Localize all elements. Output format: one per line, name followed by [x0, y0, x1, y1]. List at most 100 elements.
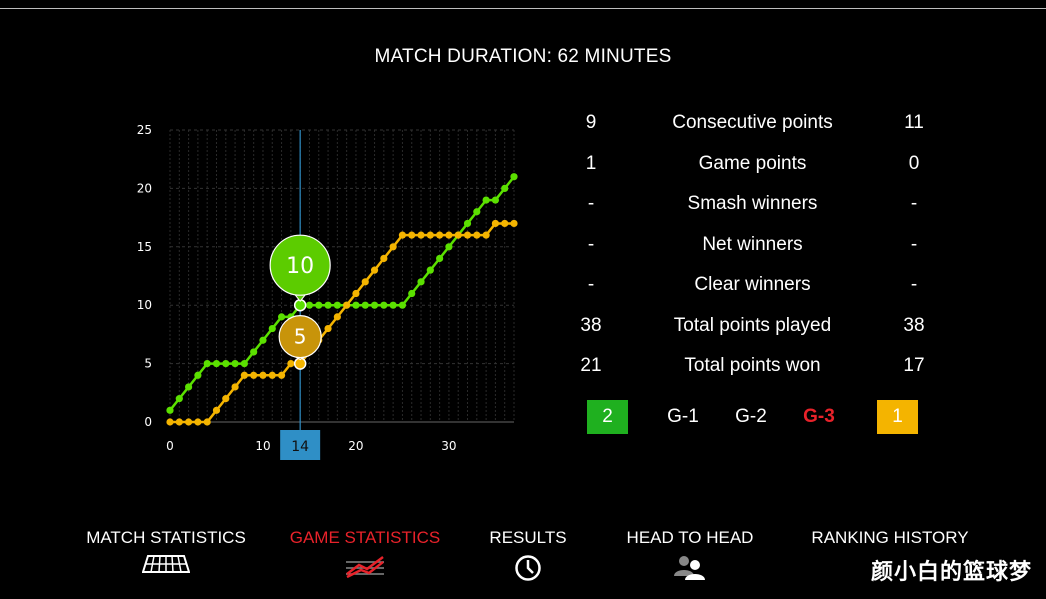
nav-match-statistics[interactable]: MATCH STATISTICS — [78, 528, 254, 574]
tooltip-bubble — [269, 234, 331, 296]
player1-games-won-badge: 2 — [587, 400, 628, 434]
x-tick-label: 0 — [166, 439, 174, 453]
stat-row-clear-winners: - Clear winners - — [560, 270, 950, 311]
series-point — [222, 395, 230, 403]
series-point — [240, 371, 248, 379]
tab-game-1[interactable]: G-1 — [667, 406, 699, 427]
nav-label: GAME STATISTICS — [289, 528, 441, 547]
series-point — [259, 371, 267, 379]
games-selector: 2 G-1 G-2 G-3 1 — [560, 400, 950, 436]
stat-left-value: 1 — [585, 152, 597, 174]
series-point — [315, 301, 323, 309]
series-point — [203, 418, 211, 426]
nav-results[interactable]: RESULTS — [478, 528, 578, 582]
series-point — [501, 184, 509, 192]
stat-left-value: - — [587, 274, 595, 295]
player2-games-won-badge: 1 — [877, 400, 918, 434]
y-tick-label: 5 — [144, 357, 152, 371]
series-point — [222, 360, 230, 368]
tooltip-value: 5 — [294, 325, 307, 349]
series-point — [380, 301, 388, 309]
stat-label: Net winners — [702, 233, 803, 255]
y-tick-label: 20 — [137, 181, 152, 195]
series-point — [398, 301, 407, 309]
series-point — [436, 254, 444, 263]
nav-game-statistics[interactable]: GAME STATISTICS — [282, 528, 448, 578]
series-point — [436, 231, 444, 239]
series-point — [501, 219, 509, 228]
y-tick-label: 0 — [144, 415, 152, 429]
stat-right-value: 17 — [903, 355, 925, 376]
stat-left-value: 38 — [580, 314, 602, 336]
series-point — [389, 243, 397, 251]
series-point — [305, 301, 314, 309]
series-point — [352, 289, 360, 298]
series-point — [417, 278, 425, 286]
series-point — [333, 313, 341, 321]
series-point — [268, 324, 276, 333]
series-line — [169, 175, 515, 412]
stat-right-value: 11 — [904, 112, 924, 133]
stat-label: Smash winners — [687, 193, 818, 214]
series-point — [473, 208, 481, 216]
stat-label: Consecutive points — [672, 112, 833, 133]
nav-head-to-head[interactable]: HEAD TO HEAD — [618, 528, 762, 580]
stat-right-value: - — [910, 233, 918, 255]
series-point — [380, 254, 388, 263]
series-point — [166, 418, 174, 426]
series-point — [408, 289, 416, 298]
tab-game-3[interactable]: G-3 — [803, 406, 835, 427]
stat-left-value: - — [587, 233, 595, 255]
series-point — [194, 418, 202, 426]
series-point — [212, 406, 221, 414]
nav-ranking-history[interactable]: RANKING HISTORY — [806, 528, 974, 548]
series-point — [259, 336, 267, 344]
series-point — [212, 360, 221, 368]
stat-row-net-winners: - Net winners - — [560, 230, 950, 271]
nav-label: HEAD TO HEAD — [626, 528, 754, 547]
clock-icon — [515, 555, 541, 581]
court-icon — [142, 555, 190, 573]
series-point — [277, 313, 286, 321]
series-point — [389, 301, 397, 309]
series-point — [352, 301, 360, 309]
series-point — [324, 301, 332, 309]
series-point — [454, 231, 462, 239]
stat-left-value: 9 — [585, 112, 597, 133]
series-point — [408, 231, 416, 239]
series-point — [491, 196, 500, 204]
y-tick-label: 10 — [137, 298, 152, 312]
series-point — [426, 266, 434, 274]
stat-right-value: 0 — [908, 152, 920, 174]
series-point — [445, 231, 453, 239]
series-point — [184, 383, 193, 391]
series-point — [370, 301, 379, 309]
series-point — [250, 371, 258, 379]
series-point — [277, 371, 286, 379]
x-tick-label: 10 — [255, 439, 270, 453]
watermark-text: 颜小白的篮球梦 — [870, 559, 1032, 584]
nav-label: RESULTS — [489, 528, 567, 547]
tab-game-2[interactable]: G-2 — [735, 406, 767, 427]
series-point — [426, 231, 434, 239]
stat-row-consecutive-points: 9 Consecutive points 11 — [560, 108, 950, 149]
series-point — [333, 301, 341, 309]
chart-lines-icon — [346, 556, 384, 578]
series-point — [166, 406, 174, 414]
series-point — [343, 301, 351, 309]
series-point — [482, 196, 490, 204]
tooltip-bubble — [278, 315, 322, 359]
series-point — [491, 219, 500, 228]
series-point — [463, 231, 472, 239]
stat-right-value: - — [910, 274, 918, 295]
series-point — [370, 266, 379, 274]
stat-left-value: 21 — [580, 355, 602, 376]
top-divider — [0, 8, 1046, 9]
stat-left-value: - — [587, 193, 595, 214]
series-point — [417, 231, 425, 239]
chart-svg: 0 5 10 15 20 25 0 10 20 30 14 10 5 — [137, 123, 518, 460]
series-point — [324, 324, 332, 333]
series-point — [231, 360, 239, 368]
x-tick-label: 20 — [348, 439, 363, 453]
stat-row-total-points-won: 21 Total points won 17 — [560, 351, 950, 392]
